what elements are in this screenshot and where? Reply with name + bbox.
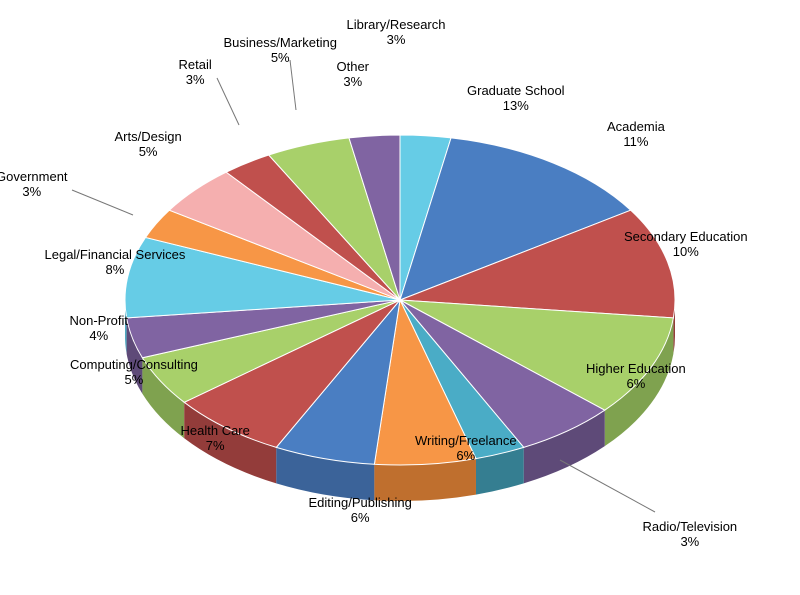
leader-line	[217, 78, 239, 125]
leader-line	[290, 60, 296, 110]
leader-line	[72, 190, 133, 215]
pie-chart-3d: Library/Research3%Graduate School13%Acad…	[0, 0, 800, 595]
pie-svg	[0, 0, 800, 595]
leader-line	[560, 460, 655, 512]
